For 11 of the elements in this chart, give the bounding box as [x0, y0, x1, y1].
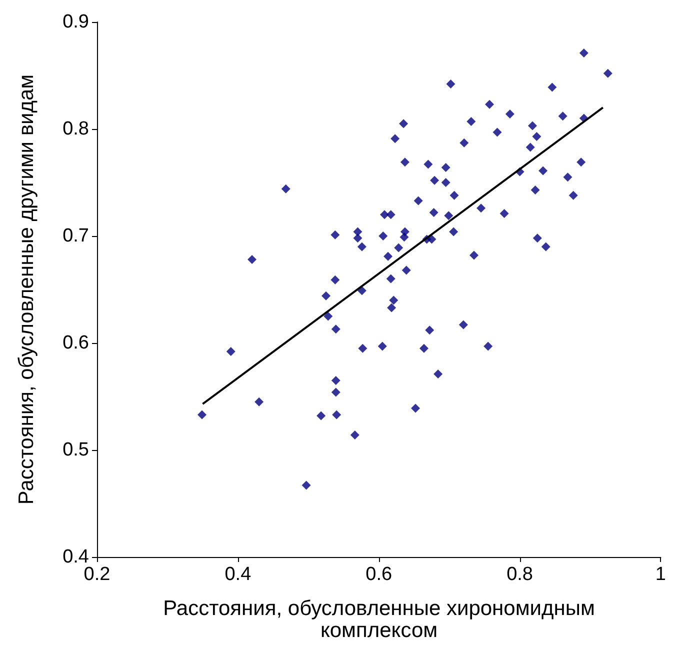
- y-tick-label: 0.7: [62, 226, 89, 246]
- y-tick-label: 0.9: [62, 12, 89, 32]
- x-tick-label: 1: [655, 564, 666, 585]
- y-axis-title: Расстояния, обусловленные другими видам: [15, 74, 38, 505]
- x-tick-label: 0.6: [366, 564, 392, 585]
- x-axis-title: Расстояния, обусловленные хирономидным комплексом: [162, 597, 596, 642]
- x-tick-label: 0.4: [224, 564, 252, 585]
- y-tick-label: 0.5: [62, 440, 89, 460]
- y-tick-label: 0.6: [62, 332, 89, 354]
- y-tick-label: 0.8: [62, 118, 89, 140]
- x-tick-label: 0.8: [506, 564, 533, 585]
